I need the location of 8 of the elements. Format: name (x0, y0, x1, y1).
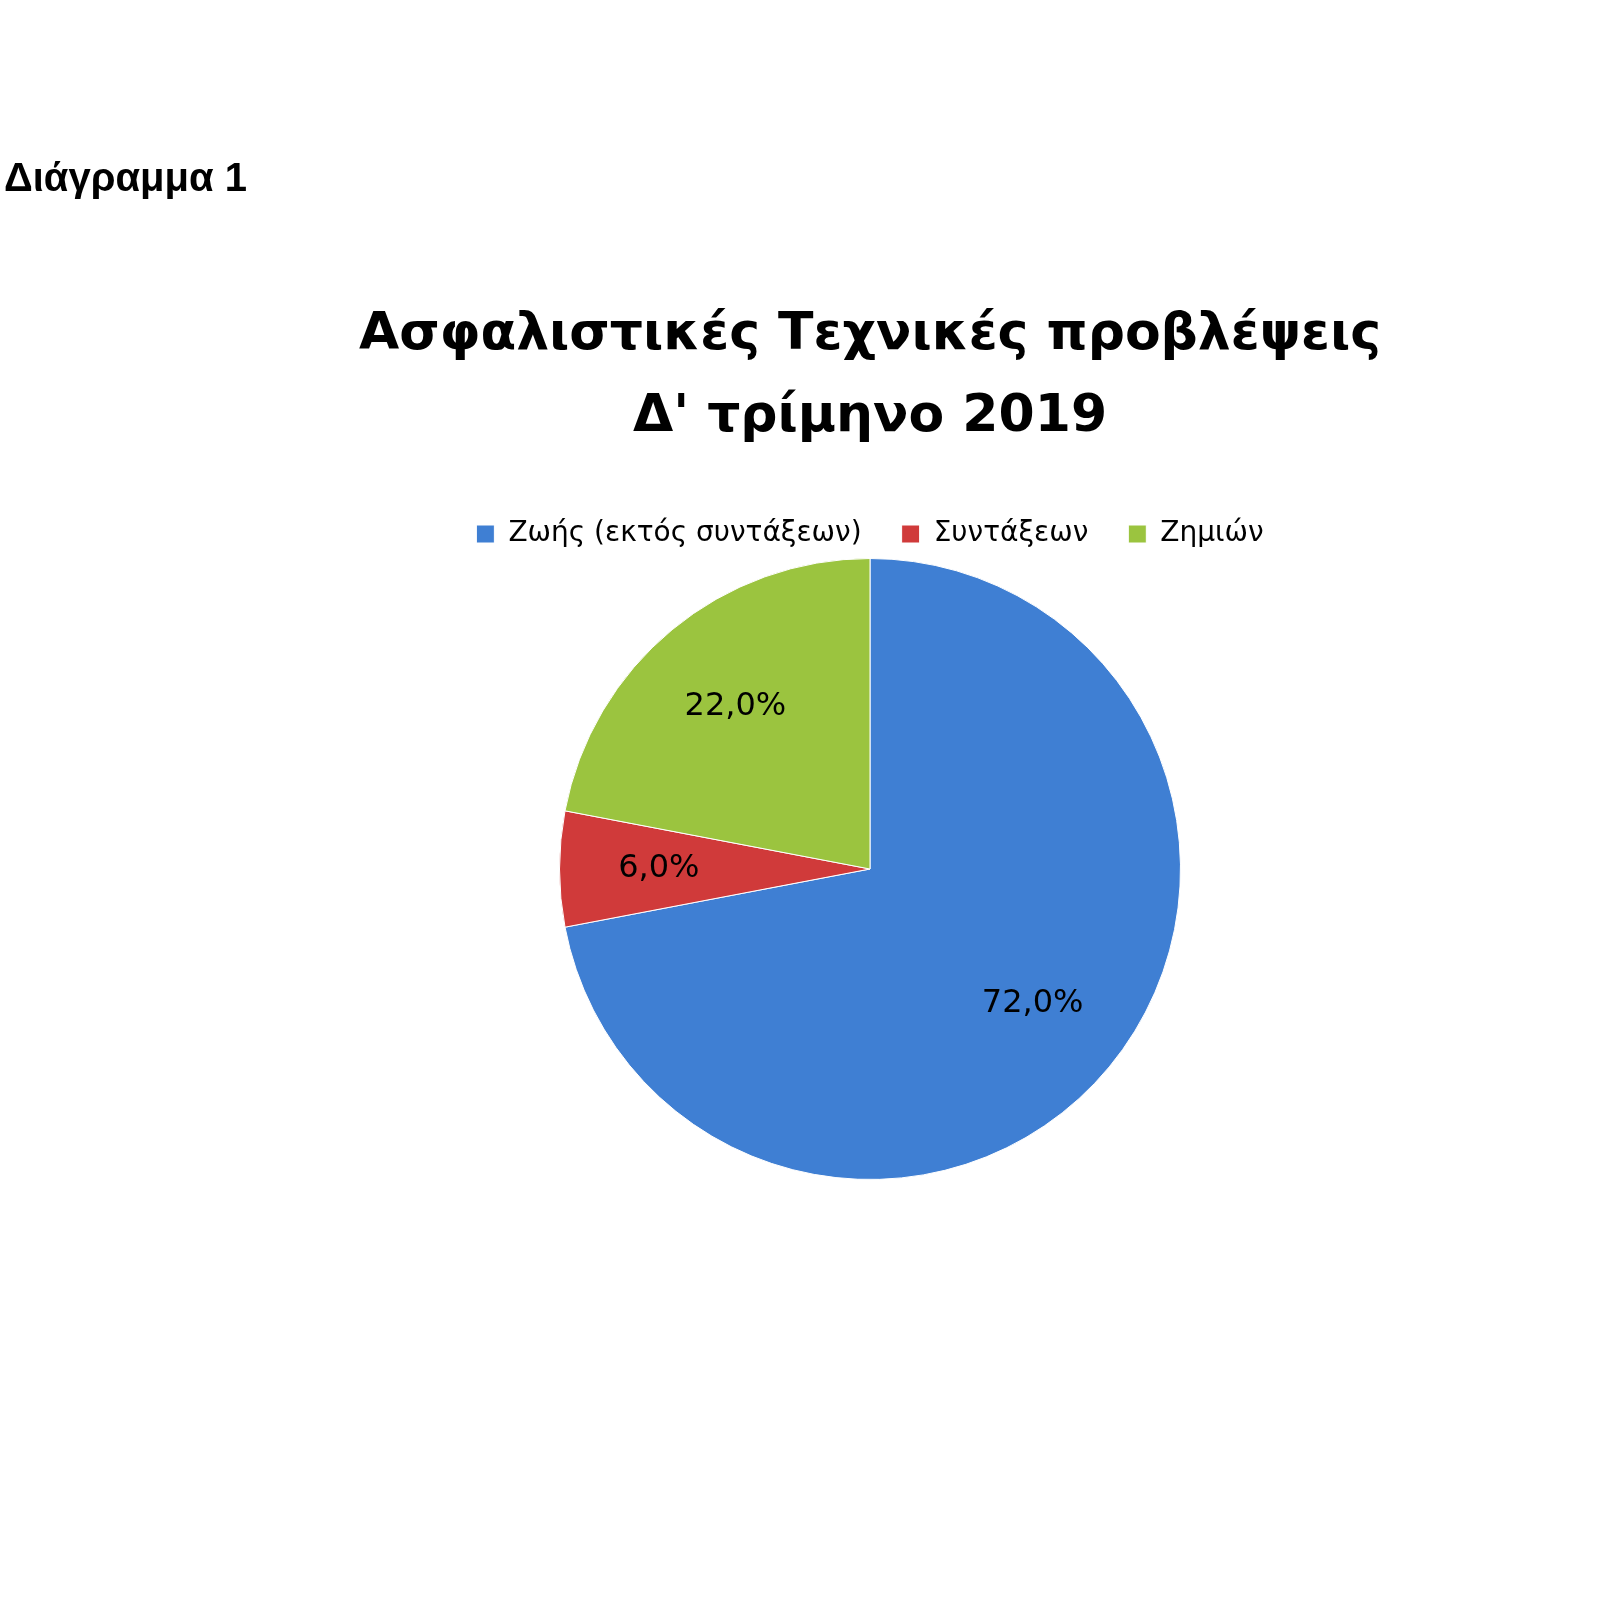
text: Διάγραμμα 1 (4, 155, 247, 200)
legend-label: Συντάξεων (933, 515, 1089, 549)
data-label: 6,0% (618, 847, 700, 886)
data-label: 22,0% (684, 684, 787, 723)
legend-label: Ζημιών (1160, 515, 1264, 549)
data-label: 72,0% (981, 981, 1084, 1020)
chart-title: Ασφαλιστικές Τεχνικές προβλέψεις Δ' τρίμηνο 2019 (358, 300, 1382, 445)
legend-label: Ζωής (εκτός συντάξεων) (508, 515, 862, 549)
